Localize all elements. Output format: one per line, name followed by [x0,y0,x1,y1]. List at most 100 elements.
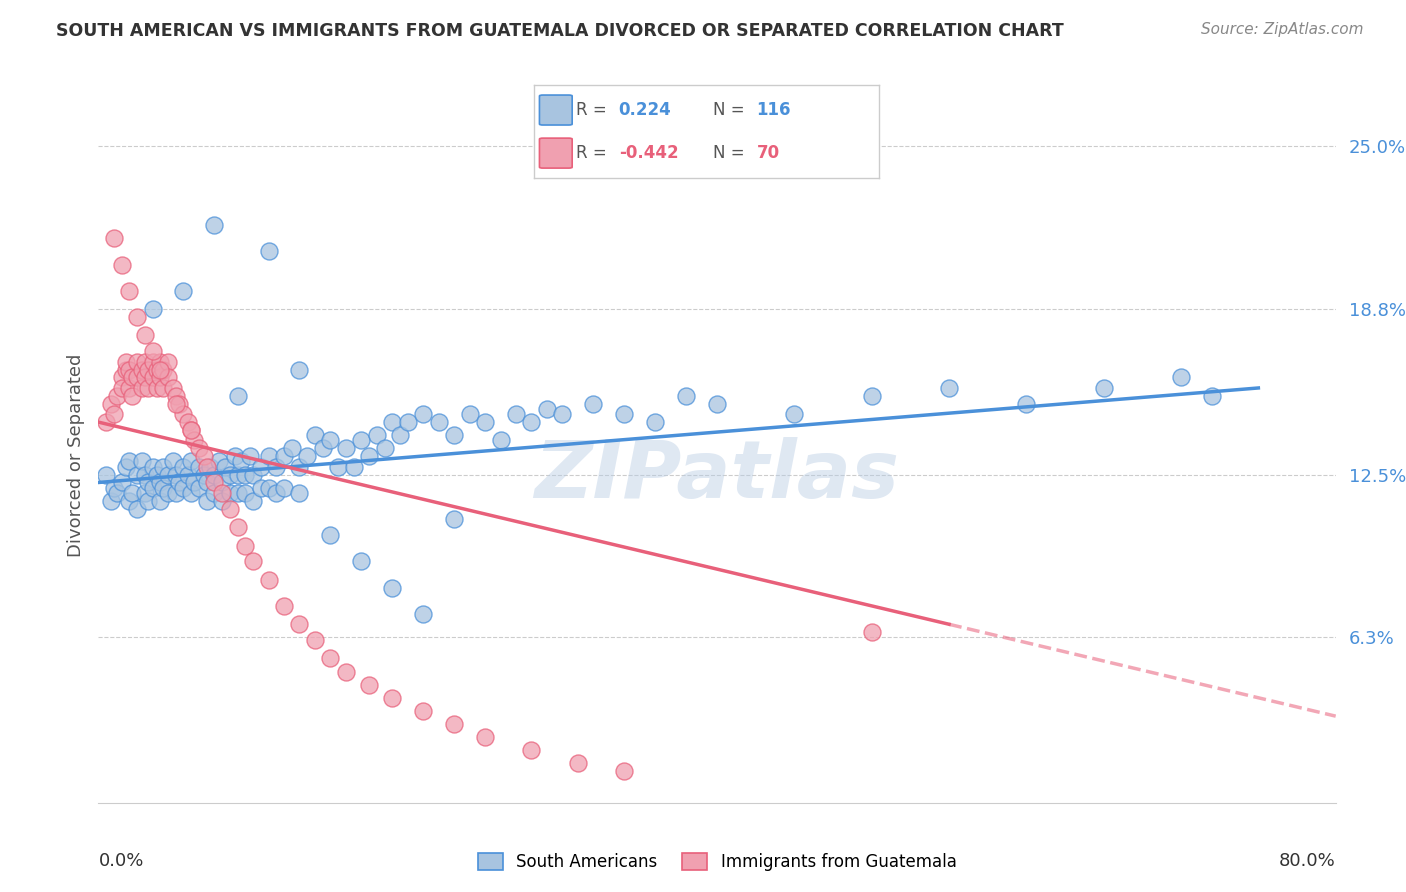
Text: 0.0%: 0.0% [98,852,143,870]
Point [96,415,118,429]
Point [366,428,388,442]
Text: R =: R = [575,101,612,119]
Point [134,328,156,343]
Point [304,428,326,442]
Point [204,475,226,490]
Point [134,370,156,384]
Point [204,218,226,232]
Point [180,423,202,437]
Point [121,486,143,500]
Point [582,397,605,411]
Point [381,415,404,429]
Point [505,407,527,421]
Text: 80.0%: 80.0% [1279,852,1336,870]
Point [172,459,194,474]
Point [180,423,202,437]
Point [211,486,233,500]
Point [257,449,280,463]
Point [177,415,200,429]
Point [427,415,450,429]
Point [273,481,295,495]
Point [226,486,249,500]
Point [157,486,180,500]
Point [374,442,396,456]
Point [188,459,211,474]
Point [127,370,149,384]
Point [141,355,165,369]
Point [229,454,252,468]
Point [131,362,153,376]
Point [219,501,242,516]
Point [172,481,194,495]
Point [100,494,122,508]
Point [335,665,357,679]
Point [172,284,194,298]
Point [335,442,357,456]
Point [195,459,218,474]
Point [183,475,205,490]
Point [250,459,273,474]
Point [111,370,132,384]
Point [149,362,172,376]
Point [165,389,187,403]
FancyBboxPatch shape [540,95,572,125]
Point [257,244,280,259]
Point [121,389,143,403]
Point [613,764,636,779]
Point [180,454,202,468]
Point [172,407,194,421]
Point [165,467,187,482]
Point [127,467,149,482]
Point [134,355,156,369]
Point [226,389,249,403]
Point [183,434,205,448]
Point [115,355,138,369]
Point [195,494,218,508]
Text: R =: R = [575,145,612,162]
Point [257,573,280,587]
Text: ZIPatlas: ZIPatlas [534,437,900,515]
Point [326,459,350,474]
FancyBboxPatch shape [540,138,572,168]
Point [242,554,264,568]
Point [167,475,190,490]
Point [297,449,319,463]
Point [319,434,342,448]
Point [141,302,165,317]
Point [127,355,149,369]
Point [105,389,128,403]
Point [675,389,697,403]
Point [319,651,342,665]
Point [644,415,666,429]
Point [131,454,153,468]
Point [273,599,295,613]
Point [226,520,249,534]
Point [242,467,264,482]
Point [146,467,169,482]
Point [188,442,211,456]
Point [165,486,187,500]
Point [613,407,636,421]
Point [136,494,159,508]
Point [273,449,295,463]
Point [860,625,883,640]
Point [211,475,233,490]
Point [118,362,141,376]
Point [860,389,883,403]
Point [489,434,512,448]
Point [111,381,132,395]
Point [134,486,156,500]
Point [105,486,128,500]
Text: Source: ZipAtlas.com: Source: ZipAtlas.com [1201,22,1364,37]
Point [219,467,242,482]
Point [288,459,311,474]
Point [111,475,132,490]
Point [157,370,180,384]
Text: N =: N = [713,101,751,119]
Point [1170,370,1192,384]
Point [188,481,211,495]
Point [111,258,132,272]
Point [381,690,404,705]
Point [162,454,184,468]
Point [536,401,558,416]
